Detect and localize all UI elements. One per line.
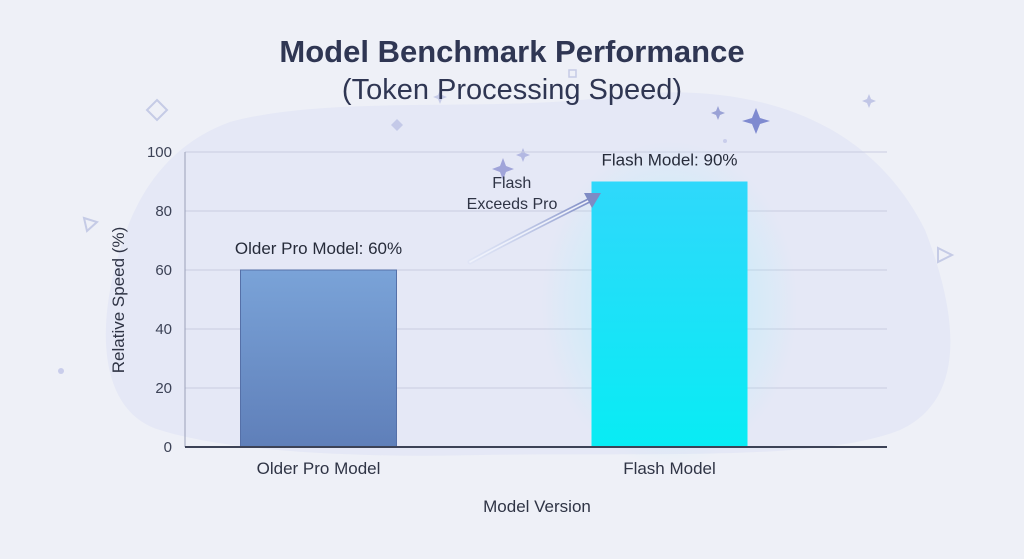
chart-subtitle: (Token Processing Speed) (342, 74, 682, 106)
data-labels: Older Pro Model: 60% Flash Model: 90% (235, 151, 738, 259)
y-tick-label: 0 (164, 439, 172, 456)
y-tick-label: 80 (155, 203, 172, 220)
sparkle-icon (862, 94, 876, 108)
triangle-icon (937, 246, 955, 264)
data-label: Older Pro Model: 60% (235, 239, 402, 258)
arrowhead-icon (584, 193, 601, 208)
y-tick-label: 100 (147, 144, 172, 161)
square-icon (568, 69, 577, 78)
annotation-line-2: Exceeds Pro (467, 196, 558, 213)
y-axis-ticks: 0 20 40 60 80 100 (147, 144, 172, 456)
data-label: Flash Model: 90% (601, 151, 737, 170)
category-label: Older Pro Model (257, 459, 381, 478)
sparkle-icon (711, 106, 725, 120)
category-label: Flash Model (623, 459, 716, 478)
sparkle-icon (742, 108, 770, 134)
triangle-icon (82, 216, 99, 233)
y-tick-label: 60 (155, 262, 172, 279)
y-tick-label: 20 (155, 380, 172, 397)
diamond-icon (391, 119, 403, 131)
category-labels: Older Pro Model Flash Model (257, 459, 716, 478)
diamond-icon (145, 98, 169, 122)
y-tick-label: 40 (155, 321, 172, 338)
background-blob (105, 92, 951, 456)
annotation-text: Flash Exceeds Pro (467, 175, 558, 213)
bar-flash-model (591, 181, 748, 447)
dot-icon (58, 368, 64, 374)
annotation-line-1: Flash (492, 175, 531, 192)
y-axis-title: Relative Speed (%) (109, 227, 128, 373)
annotation-arrow (467, 193, 601, 265)
sparkle-icon (492, 158, 514, 180)
sparkle-icon (433, 90, 447, 104)
bar-older-pro-model (240, 269, 397, 448)
sparkle-icon (516, 148, 530, 162)
bars (240, 181, 748, 448)
chart-title: Model Benchmark Performance (279, 34, 744, 69)
x-axis-title: Model Version (483, 497, 591, 516)
